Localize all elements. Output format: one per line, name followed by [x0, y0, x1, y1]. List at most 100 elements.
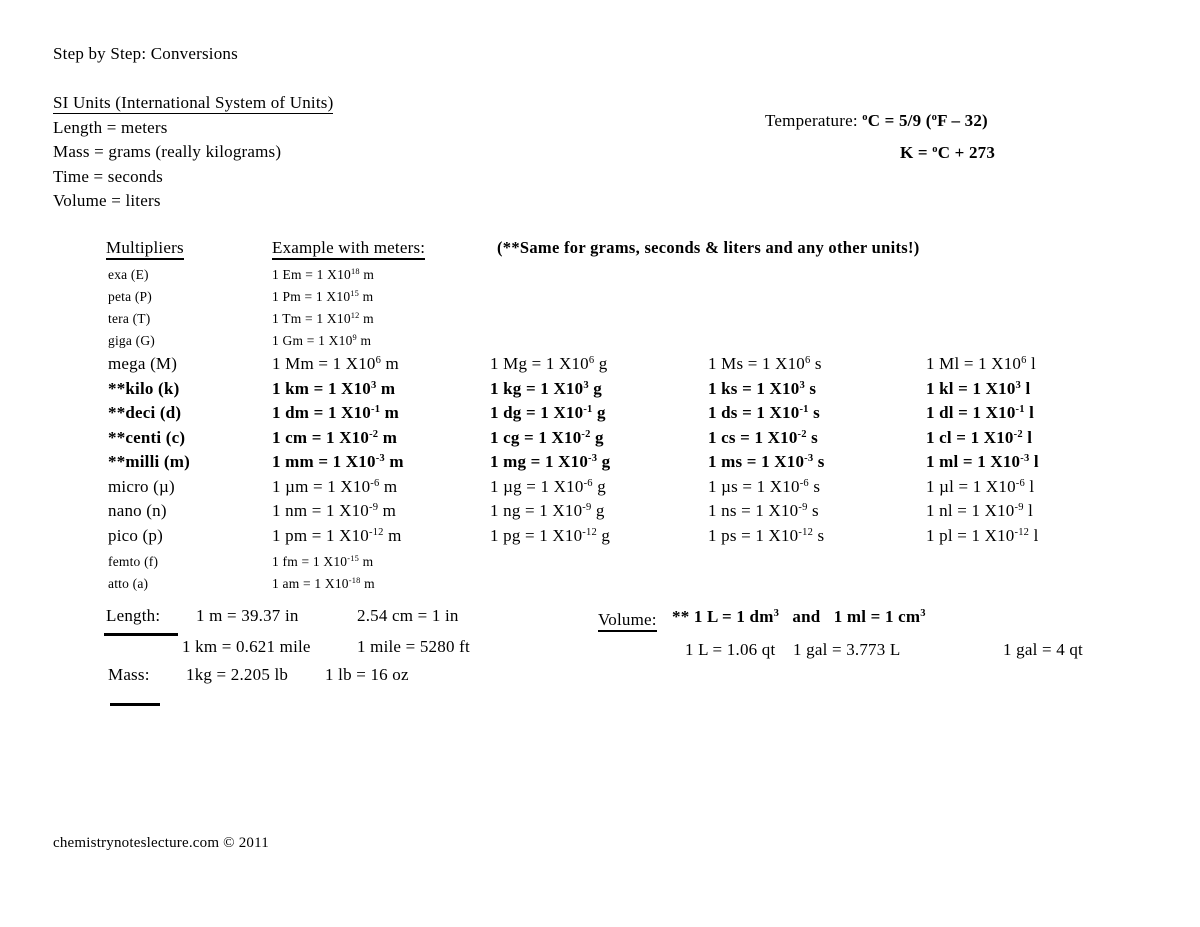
meters-example-cell: 1 mm = 1 X10-3 m	[272, 452, 404, 471]
grams-example-cell	[490, 573, 708, 595]
multiplier-name: exa (E)	[108, 267, 149, 282]
meters-example-cell: 1 Mm = 1 X106 m	[272, 354, 399, 373]
grams-example-cell	[490, 308, 708, 330]
multiplier-name: **deci (d)	[108, 403, 182, 422]
liters-example-cell	[926, 308, 1156, 330]
meters-example-cell: 1 Tm = 1 X1012 m	[272, 311, 374, 326]
si-length-line: Length = meters	[53, 117, 168, 137]
volume-eq-main: ** 1 L = 1 dm3 and 1 ml = 1 cm3	[672, 607, 926, 626]
grams-example-cell: 1 mg = 1 X10-3 g	[490, 452, 611, 471]
seconds-example-cell: 1 Ms = 1 X106 s	[708, 354, 822, 373]
multiplier-name: femto (f)	[108, 553, 159, 569]
volume-eq-1: 1 L = 1.06 qt	[685, 640, 776, 659]
mass-underline	[110, 703, 160, 706]
meters-example-cell: 1 dm = 1 X10-1 m	[272, 403, 399, 422]
multiplier-name: atto (a)	[108, 575, 149, 591]
grams-example-cell	[490, 286, 708, 308]
grams-example-cell: 1 Mg = 1 X106 g	[490, 354, 608, 373]
length-eq-2: 2.54 cm = 1 in	[357, 606, 459, 625]
grams-example-cell: 1 µg = 1 X10-6 g	[490, 476, 606, 496]
liters-example-cell	[926, 573, 1156, 595]
page-title: Step by Step: Conversions	[53, 44, 238, 63]
multiplier-name: **milli (m)	[108, 452, 190, 471]
seconds-example-cell	[708, 286, 926, 308]
meters-example-cell: 1 Em = 1 X1018 m	[272, 267, 375, 282]
seconds-example-cell: 1 µs = 1 X10-6 s	[708, 476, 821, 496]
celsius-formula: oC = 5/9 (oF – 32)	[862, 111, 988, 130]
volume-eq-3: 1 gal = 4 qt	[1003, 640, 1083, 659]
liters-example-cell	[926, 286, 1156, 308]
multiplier-name: nano (n)	[108, 501, 167, 520]
grams-example-cell	[490, 551, 708, 573]
liters-example-cell: 1 pl = 1 X10-12 l	[926, 525, 1039, 545]
si-volume-line: Volume = liters	[53, 191, 161, 211]
multiplier-name: peta (P)	[108, 289, 152, 304]
liters-example-cell: 1 µl = 1 X10-6 l	[926, 476, 1035, 496]
mass-label: Mass:	[108, 665, 150, 684]
seconds-example-cell: 1 ns = 1 X10-9 s	[708, 501, 819, 520]
multiplier-name: micro (µ)	[108, 476, 175, 496]
seconds-example-cell: 1 cs = 1 X10-2 s	[708, 427, 818, 447]
meters-example-cell: 1 µm = 1 X10-6 m	[272, 476, 398, 496]
liters-example-cell	[926, 551, 1156, 573]
multipliers-header: Multipliers	[106, 238, 272, 264]
meters-example-cell: 1 km = 1 X103 m	[272, 378, 396, 398]
length-eq-4: 1 mile = 5280 ft	[357, 637, 470, 656]
meters-example-cell: 1 am = 1 X10-18 m	[272, 575, 375, 591]
seconds-example-cell	[708, 330, 926, 352]
grams-example-cell: 1 dg = 1 X10-1 g	[490, 403, 606, 422]
si-time-line: Time = seconds	[53, 166, 163, 186]
liters-example-cell	[926, 264, 1156, 286]
seconds-example-cell: 1 ms = 1 X10-3 s	[708, 452, 825, 471]
si-units-section: SI Units (International System of Units)…	[53, 91, 334, 214]
length-underline	[104, 633, 178, 636]
footer-credit: chemistrynoteslecture.com © 2011	[53, 835, 269, 851]
meters-example-cell: 1 cm = 1 X10-2 m	[272, 427, 398, 447]
length-eq-3: 1 km = 0.621 mile	[182, 637, 311, 656]
seconds-example-cell	[708, 308, 926, 330]
same-for-other-units-note: (**Same for grams, seconds & liters and …	[497, 238, 920, 257]
mass-eq-2: 1 lb = 16 oz	[325, 665, 409, 684]
seconds-example-cell	[708, 551, 926, 573]
meters-example-cell: 1 pm = 1 X10-12 m	[272, 525, 402, 545]
multiplier-name: giga (G)	[108, 333, 155, 348]
grams-example-cell: 1 pg = 1 X10-12 g	[490, 525, 611, 545]
meters-example-cell: 1 Pm = 1 X1015 m	[272, 289, 374, 304]
multiplier-name: pico (p)	[108, 525, 163, 545]
multiplier-name: **kilo (k)	[108, 378, 180, 398]
grams-example-cell	[490, 330, 708, 352]
grams-example-cell: 1 cg = 1 X10-2 g	[490, 427, 604, 447]
liters-example-cell: 1 cl = 1 X10-2 l	[926, 427, 1033, 447]
liters-example-cell: 1 kl = 1 X103 l	[926, 378, 1031, 398]
multiplier-name: tera (T)	[108, 311, 151, 326]
length-eq-1: 1 m = 39.37 in	[196, 606, 299, 625]
length-label: Length:	[106, 606, 161, 625]
si-mass-line: Mass = grams (really kilograms)	[53, 142, 282, 162]
seconds-example-cell: 1 ps = 1 X10-12 s	[708, 525, 825, 545]
seconds-example-cell: 1 ds = 1 X10-1 s	[708, 403, 820, 422]
liters-example-cell	[926, 330, 1156, 352]
grams-example-cell: 1 kg = 1 X103 g	[490, 378, 602, 398]
volume-eq-2: 1 gal = 3.773 L	[793, 640, 901, 659]
examples-header: Example with meters:	[272, 238, 490, 264]
meters-example-cell: 1 fm = 1 X10-15 m	[272, 553, 374, 569]
liters-example-cell: 1 ml = 1 X10-3 l	[926, 452, 1039, 471]
liters-example-cell: 1 nl = 1 X10-9 l	[926, 501, 1034, 520]
kelvin-formula: K = oC + 273	[900, 143, 996, 162]
multiplier-name: mega (M)	[108, 354, 178, 373]
volume-label: Volume:	[598, 610, 657, 632]
si-units-heading: SI Units (International System of Units)	[53, 93, 334, 114]
temperature-line1: Temperature: oC = 5/9 (oF – 32)	[765, 111, 988, 131]
seconds-example-cell	[708, 573, 926, 595]
temperature-label: Temperature:	[765, 111, 863, 130]
liters-example-cell: 1 dl = 1 X10-1 l	[926, 403, 1035, 422]
meters-example-cell: 1 Gm = 1 X109 m	[272, 333, 372, 348]
seconds-example-cell	[708, 264, 926, 286]
seconds-example-cell: 1 ks = 1 X103 s	[708, 378, 817, 398]
multiplier-name: **centi (c)	[108, 427, 186, 447]
liters-example-cell: 1 Ml = 1 X106 l	[926, 354, 1036, 373]
multipliers-table: Multipliers Example with meters: (**Same f…	[106, 238, 1156, 595]
grams-example-cell	[490, 264, 708, 286]
meters-example-cell: 1 nm = 1 X10-9 m	[272, 501, 397, 520]
